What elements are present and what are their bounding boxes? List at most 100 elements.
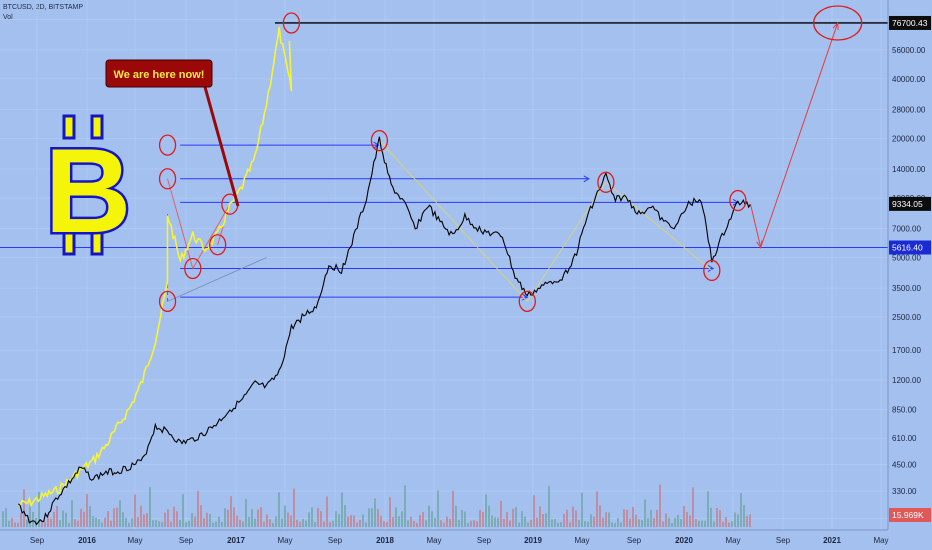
volume-bar: [323, 521, 325, 527]
volume-bar: [230, 496, 232, 527]
volume-bar: [746, 515, 748, 527]
volume-bar: [485, 494, 487, 527]
volume-bar: [497, 517, 499, 527]
volume-bar: [470, 520, 472, 527]
volume-bar: [596, 491, 598, 527]
volume-bar: [710, 507, 712, 527]
volume-bar: [155, 520, 157, 527]
volume-bar: [638, 519, 640, 527]
volume-bar: [476, 521, 478, 527]
volume-bar: [557, 522, 559, 527]
volume-bar: [404, 485, 406, 527]
volume-bar: [446, 516, 448, 527]
volume-bar: [182, 494, 184, 527]
x-tick-label: May: [127, 536, 142, 545]
volume-bar: [311, 507, 313, 527]
callout-pointer: [203, 86, 240, 207]
volume-bar: [500, 500, 502, 527]
volume-bar: [197, 490, 199, 527]
volume-bar: [269, 519, 271, 527]
volume-bars: [2, 484, 751, 527]
pattern-line: [167, 178, 231, 270]
volume-bar: [539, 506, 541, 527]
volume-bar: [572, 506, 574, 527]
projection-arrowhead: [832, 21, 839, 30]
volume-bar: [71, 500, 73, 527]
x-tick-label: 2021: [823, 536, 841, 545]
volume-bar: [179, 519, 181, 527]
volume-bar: [590, 514, 592, 527]
volume-bar: [635, 514, 637, 527]
volume-bar: [335, 511, 337, 527]
volume-bar: [743, 505, 745, 527]
y-tick-label: 3500.00: [892, 284, 921, 293]
volume-bar: [314, 521, 316, 527]
volume-bar: [623, 509, 625, 527]
volume-bar: [347, 516, 349, 527]
volume-bar: [614, 522, 616, 527]
volume-bar: [695, 519, 697, 527]
y-tick-label: 1200.00: [892, 376, 921, 385]
volume-bar: [332, 520, 334, 527]
volume-bar: [59, 520, 61, 527]
volume-bar: [641, 519, 643, 527]
volume-bar: [386, 522, 388, 527]
volume-bar: [194, 516, 196, 527]
volume-bar: [152, 520, 154, 527]
y-tick-label: 40000.00: [892, 75, 926, 84]
volume-bar: [488, 505, 490, 527]
volume-bar: [656, 509, 658, 527]
volume-bar: [458, 519, 460, 527]
volume-bar: [161, 522, 163, 527]
volume-bar: [167, 509, 169, 527]
volume-bar: [605, 512, 607, 527]
volume-bar: [434, 517, 436, 527]
volume-bar: [395, 507, 397, 527]
y-tick-label: 610.00: [892, 434, 917, 443]
volume-bar: [728, 522, 730, 527]
volume-bar: [107, 511, 109, 527]
logo-bar: [90, 230, 104, 256]
volume-bar: [362, 514, 364, 527]
volume-bar: [440, 520, 442, 527]
volume-bar: [140, 505, 142, 527]
marker-circle: [597, 171, 615, 193]
y-tick-label: 5000.00: [892, 253, 921, 262]
volume-bar: [113, 508, 115, 527]
volume-bar: [65, 512, 67, 527]
x-tick-label: May: [426, 536, 441, 545]
volume-bar: [14, 522, 16, 527]
volume-bar: [206, 512, 208, 527]
x-tick-label: Sep: [30, 536, 45, 545]
volume-bar: [371, 508, 373, 527]
volume-bar: [713, 521, 715, 527]
volume-bar: [203, 518, 205, 527]
volume-bar: [455, 506, 457, 527]
volume-bar: [599, 505, 601, 527]
volume-bar: [224, 508, 226, 527]
volume-bar: [128, 522, 130, 527]
volume-bar: [719, 510, 721, 527]
x-tick-label: 2017: [227, 536, 245, 545]
x-tick-label: May: [574, 536, 589, 545]
volume-bar: [290, 515, 292, 527]
volume-bar: [611, 522, 613, 527]
volume-bar: [320, 511, 322, 527]
y-tick-label: 56000.00: [892, 46, 926, 55]
projection-arrowhead: [756, 240, 763, 249]
volume-bar: [617, 518, 619, 527]
volume-bar: [164, 512, 166, 527]
time-axis: Sep 2016 May Sep 2017 May Sep 2018 May Sep 2019 May…: [0, 529, 889, 545]
volume-bar: [212, 522, 214, 527]
volume-bar: [326, 496, 328, 527]
volume-legend: Vol: [3, 14, 13, 21]
volume-bar: [158, 521, 160, 527]
volume-bar: [137, 517, 139, 527]
pattern-line: [379, 140, 607, 303]
volume-bar: [419, 514, 421, 527]
volume-bar: [503, 518, 505, 527]
volume-bar: [533, 495, 535, 527]
x-tick-label: May: [725, 536, 740, 545]
volume-bar: [287, 512, 289, 527]
volume-bar: [50, 518, 52, 527]
